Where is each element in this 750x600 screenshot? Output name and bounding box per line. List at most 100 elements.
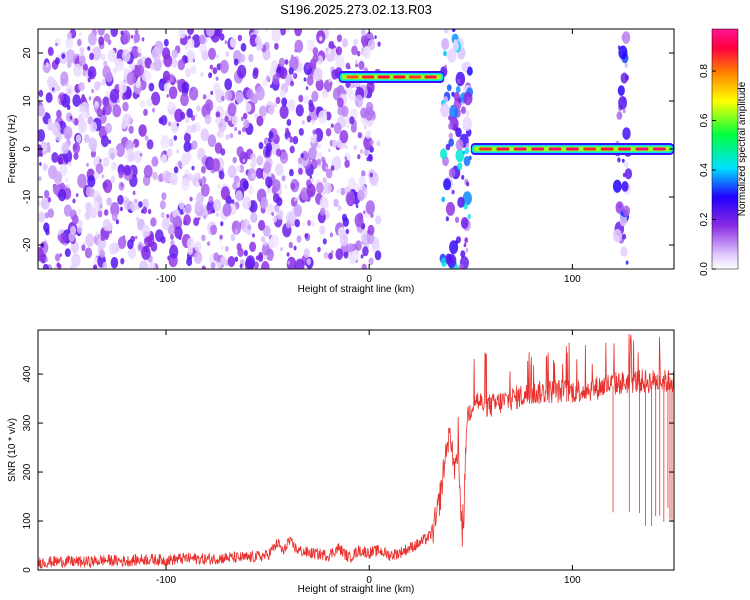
- heatmap-cell: [620, 246, 628, 257]
- heatmap-cell: [286, 119, 292, 126]
- heatmap-cell: [272, 179, 281, 192]
- heatmap-cell: [187, 29, 194, 35]
- heatmap-cell: [73, 152, 79, 160]
- heatmap-cell: [110, 29, 118, 37]
- heatmap-cell: [208, 195, 214, 204]
- heatmap-cell: [130, 201, 138, 212]
- heatmap-cell: [444, 64, 447, 69]
- heatmap-cell: [271, 211, 275, 217]
- heatmap-cell: [364, 125, 367, 130]
- heatmap-cell: [56, 98, 60, 103]
- heatmap-cell: [622, 205, 631, 217]
- heatmap-cell: [119, 206, 123, 212]
- heatmap-cell: [193, 217, 200, 227]
- heatmap-cell: [315, 78, 324, 91]
- y-tick-label: 100: [22, 512, 33, 529]
- heatmap-cell: [305, 63, 311, 70]
- heatmap-cell: [122, 94, 127, 101]
- heatmap-cell: [464, 237, 469, 244]
- heatmap-cell: [347, 89, 356, 101]
- heatmap-cell: [186, 108, 193, 118]
- heatmap-cell: [224, 40, 228, 45]
- heatmap-cell: [357, 189, 365, 202]
- heatmap-cell: [345, 62, 351, 70]
- heatmap-cell: [293, 197, 297, 202]
- heatmap-cell: [127, 239, 134, 250]
- heatmap-cell: [220, 186, 230, 201]
- heatmap-cell: [87, 77, 91, 83]
- heatmap-cell: [258, 219, 266, 231]
- heatmap-cell: [94, 81, 101, 91]
- heatmap-cell: [316, 158, 321, 165]
- heatmap-cell: [38, 104, 45, 117]
- heatmap-cell: [78, 119, 88, 134]
- heatmap-cell: [308, 103, 315, 113]
- heatmap-cell: [181, 164, 184, 169]
- heatmap-cell: [122, 101, 129, 112]
- heatmap-cell: [235, 91, 244, 104]
- y-tick-label: 300: [22, 414, 33, 431]
- heatmap-cell: [98, 36, 105, 46]
- heatmap-cell: [621, 31, 631, 44]
- heatmap-cell: [54, 253, 61, 262]
- heatmap-cell: [265, 75, 270, 81]
- heatmap-cell: [345, 228, 350, 235]
- heatmap-cell: [181, 81, 190, 93]
- heatmap-cell: [467, 214, 471, 219]
- heatmap-cell: [70, 225, 77, 236]
- heatmap-cell: [98, 82, 102, 87]
- heatmap-cell: [324, 89, 328, 95]
- heatmap-cell: [186, 124, 193, 135]
- heatmap-cell: [252, 70, 259, 79]
- heatmap-cell: [451, 189, 455, 195]
- heatmap-cell: [227, 165, 237, 179]
- heatmap-cell: [440, 103, 450, 118]
- heatmap-cell: [66, 32, 72, 40]
- heatmap-cell: [460, 106, 466, 114]
- heatmap-cell: [146, 139, 154, 150]
- heatmap-cell: [363, 135, 373, 151]
- heatmap-cell: [274, 42, 279, 50]
- snr-y-axis-label: SNR (10 * v/v): [7, 418, 18, 482]
- heatmap-cell: [122, 49, 131, 63]
- heatmap-cell: [293, 204, 303, 217]
- heatmap-cell: [617, 85, 625, 96]
- heatmap-cell: [374, 250, 382, 261]
- doppler-line-peak: [479, 147, 492, 151]
- heatmap-cell: [198, 178, 202, 184]
- heatmap-cell: [289, 145, 295, 154]
- heatmap-cell: [297, 157, 303, 165]
- heatmap-cell: [466, 181, 470, 187]
- heatmap-cell: [138, 244, 143, 250]
- heatmap-cell: [47, 46, 54, 56]
- heatmap-cell: [207, 209, 211, 215]
- heatmap-cell: [354, 59, 359, 65]
- heatmap-cell: [446, 84, 452, 92]
- heatmap-cell: [201, 265, 206, 269]
- heatmap-cell: [624, 168, 633, 180]
- heatmap-cell: [352, 249, 360, 261]
- heatmap-cell: [160, 211, 165, 219]
- heatmap-cell: [144, 236, 153, 248]
- heatmap-cell: [616, 111, 623, 120]
- heatmap-cell: [230, 234, 236, 241]
- heatmap-cell: [138, 201, 143, 208]
- heatmap-cell: [51, 87, 55, 92]
- heatmap-cell: [187, 173, 193, 181]
- heatmap-cell: [457, 162, 463, 171]
- heatmap-cell: [85, 202, 92, 213]
- heatmap-cell: [361, 170, 366, 177]
- heatmap-cell: [455, 216, 460, 223]
- heatmap-cell: [77, 219, 83, 228]
- heatmap-cell: [168, 86, 178, 100]
- heatmap-cell: [452, 41, 459, 52]
- heatmap-cell: [365, 130, 372, 139]
- heatmap-cell: [64, 177, 69, 183]
- heatmap-cell: [268, 131, 274, 139]
- x-tick-label: 100: [564, 274, 581, 285]
- heatmap-cell: [338, 187, 342, 193]
- x-tick-label: -100: [156, 274, 176, 285]
- heatmap-cell: [144, 135, 149, 141]
- heatmap-cell: [255, 255, 260, 261]
- heatmap-cell: [354, 94, 364, 108]
